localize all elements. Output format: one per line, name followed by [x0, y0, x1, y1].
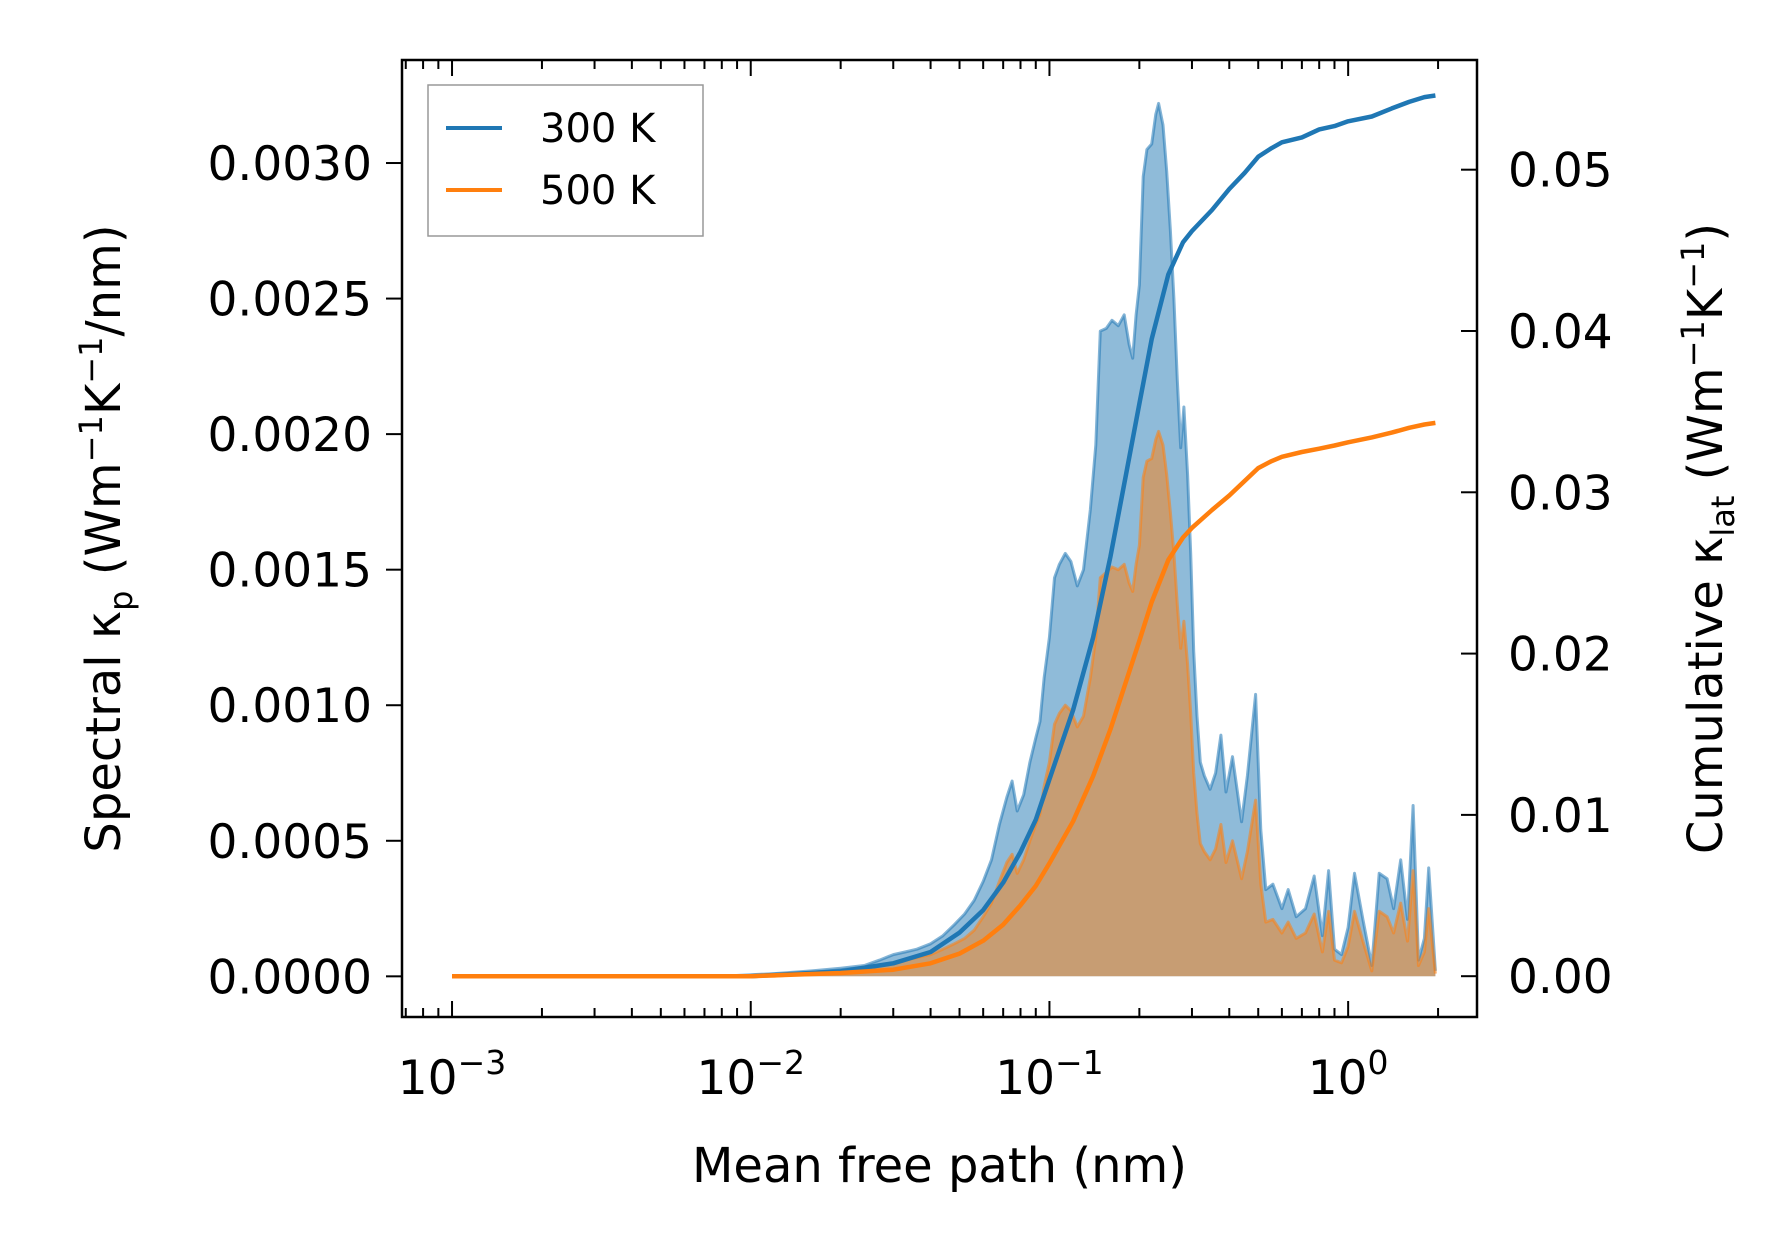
y-left-label-sub: p — [102, 591, 140, 611]
legend-box — [427, 84, 704, 237]
x-tick-label: 100 — [1308, 1043, 1389, 1106]
y-axis-label-right: Cumulative κlat (Wm−1K−1) — [1674, 223, 1742, 854]
legend-label-300k: 300 K — [540, 106, 657, 152]
y-right-tick-label: 0.04 — [1508, 305, 1613, 360]
x-axis-label: Mean free path (nm) — [692, 1138, 1187, 1194]
y-right-tick-label: 0.03 — [1508, 466, 1613, 521]
y-right-tick-label: 0.02 — [1508, 628, 1613, 683]
y-left-label-sup2: −1 — [72, 337, 110, 384]
x-tick-label: 10−1 — [995, 1043, 1103, 1106]
y-right-tick-label: 0.01 — [1508, 789, 1613, 844]
y-left-tick-label: 0.0020 — [208, 408, 372, 463]
series-300k-cumulative-line — [452, 93, 1436, 979]
series-300k-spectral-outline — [452, 101, 1437, 978]
y-left-tick-label: 0.0000 — [208, 950, 372, 1005]
x-tick-label: 10−3 — [398, 1043, 506, 1106]
y-left-label-sup1: −1 — [72, 415, 110, 462]
y-left-tick-label: 0.0015 — [208, 544, 372, 599]
series-500k-cumulative-line — [452, 420, 1436, 979]
y-left-label-suffix: /nm) — [76, 224, 132, 336]
y-axis-label-left: Spectral κp (Wm−1K−1/nm) — [72, 224, 140, 852]
y-right-tick-label: 0.05 — [1508, 144, 1613, 199]
legend-label-500k: 500 K — [540, 168, 657, 214]
plot-area — [452, 93, 1437, 979]
legend: 300 K 500 K — [427, 84, 704, 237]
axis-ticks — [386, 60, 1477, 1017]
y-right-label-mid2: K — [1678, 287, 1734, 320]
y-left-label-mid: (Wm — [76, 462, 132, 590]
y-left-tick-label: 0.0025 — [208, 273, 372, 328]
series-500k-spectral-area — [452, 431, 1436, 977]
y-left-label-prefix: Spectral κ — [76, 611, 132, 853]
y-right-label-prefix: Cumulative κ — [1678, 537, 1734, 855]
plot-frame — [400, 58, 1479, 1019]
y-left-label-mid2: K — [76, 382, 132, 415]
x-tick-label: 10−2 — [697, 1043, 805, 1106]
y-left-tick-label: 0.0030 — [208, 137, 372, 192]
series-500k-spectral-outline — [452, 429, 1437, 978]
y-right-tick-label: 0.00 — [1508, 950, 1613, 1005]
y-right-label-sup2: −1 — [1674, 242, 1712, 289]
y-left-tick-label: 0.0005 — [208, 815, 372, 870]
y-left-tick-label: 0.0010 — [208, 679, 372, 734]
tick-labels: 10−3 10−2 10−1 100 0.0000 0.0005 0.0010 0.0015 0… — [208, 137, 1613, 1106]
y-right-label-mid: (Wm — [1678, 367, 1734, 495]
y-right-label-suffix: ) — [1678, 223, 1734, 242]
y-right-label-sub: lat — [1704, 496, 1742, 537]
y-right-label-sup1: −1 — [1674, 320, 1712, 367]
